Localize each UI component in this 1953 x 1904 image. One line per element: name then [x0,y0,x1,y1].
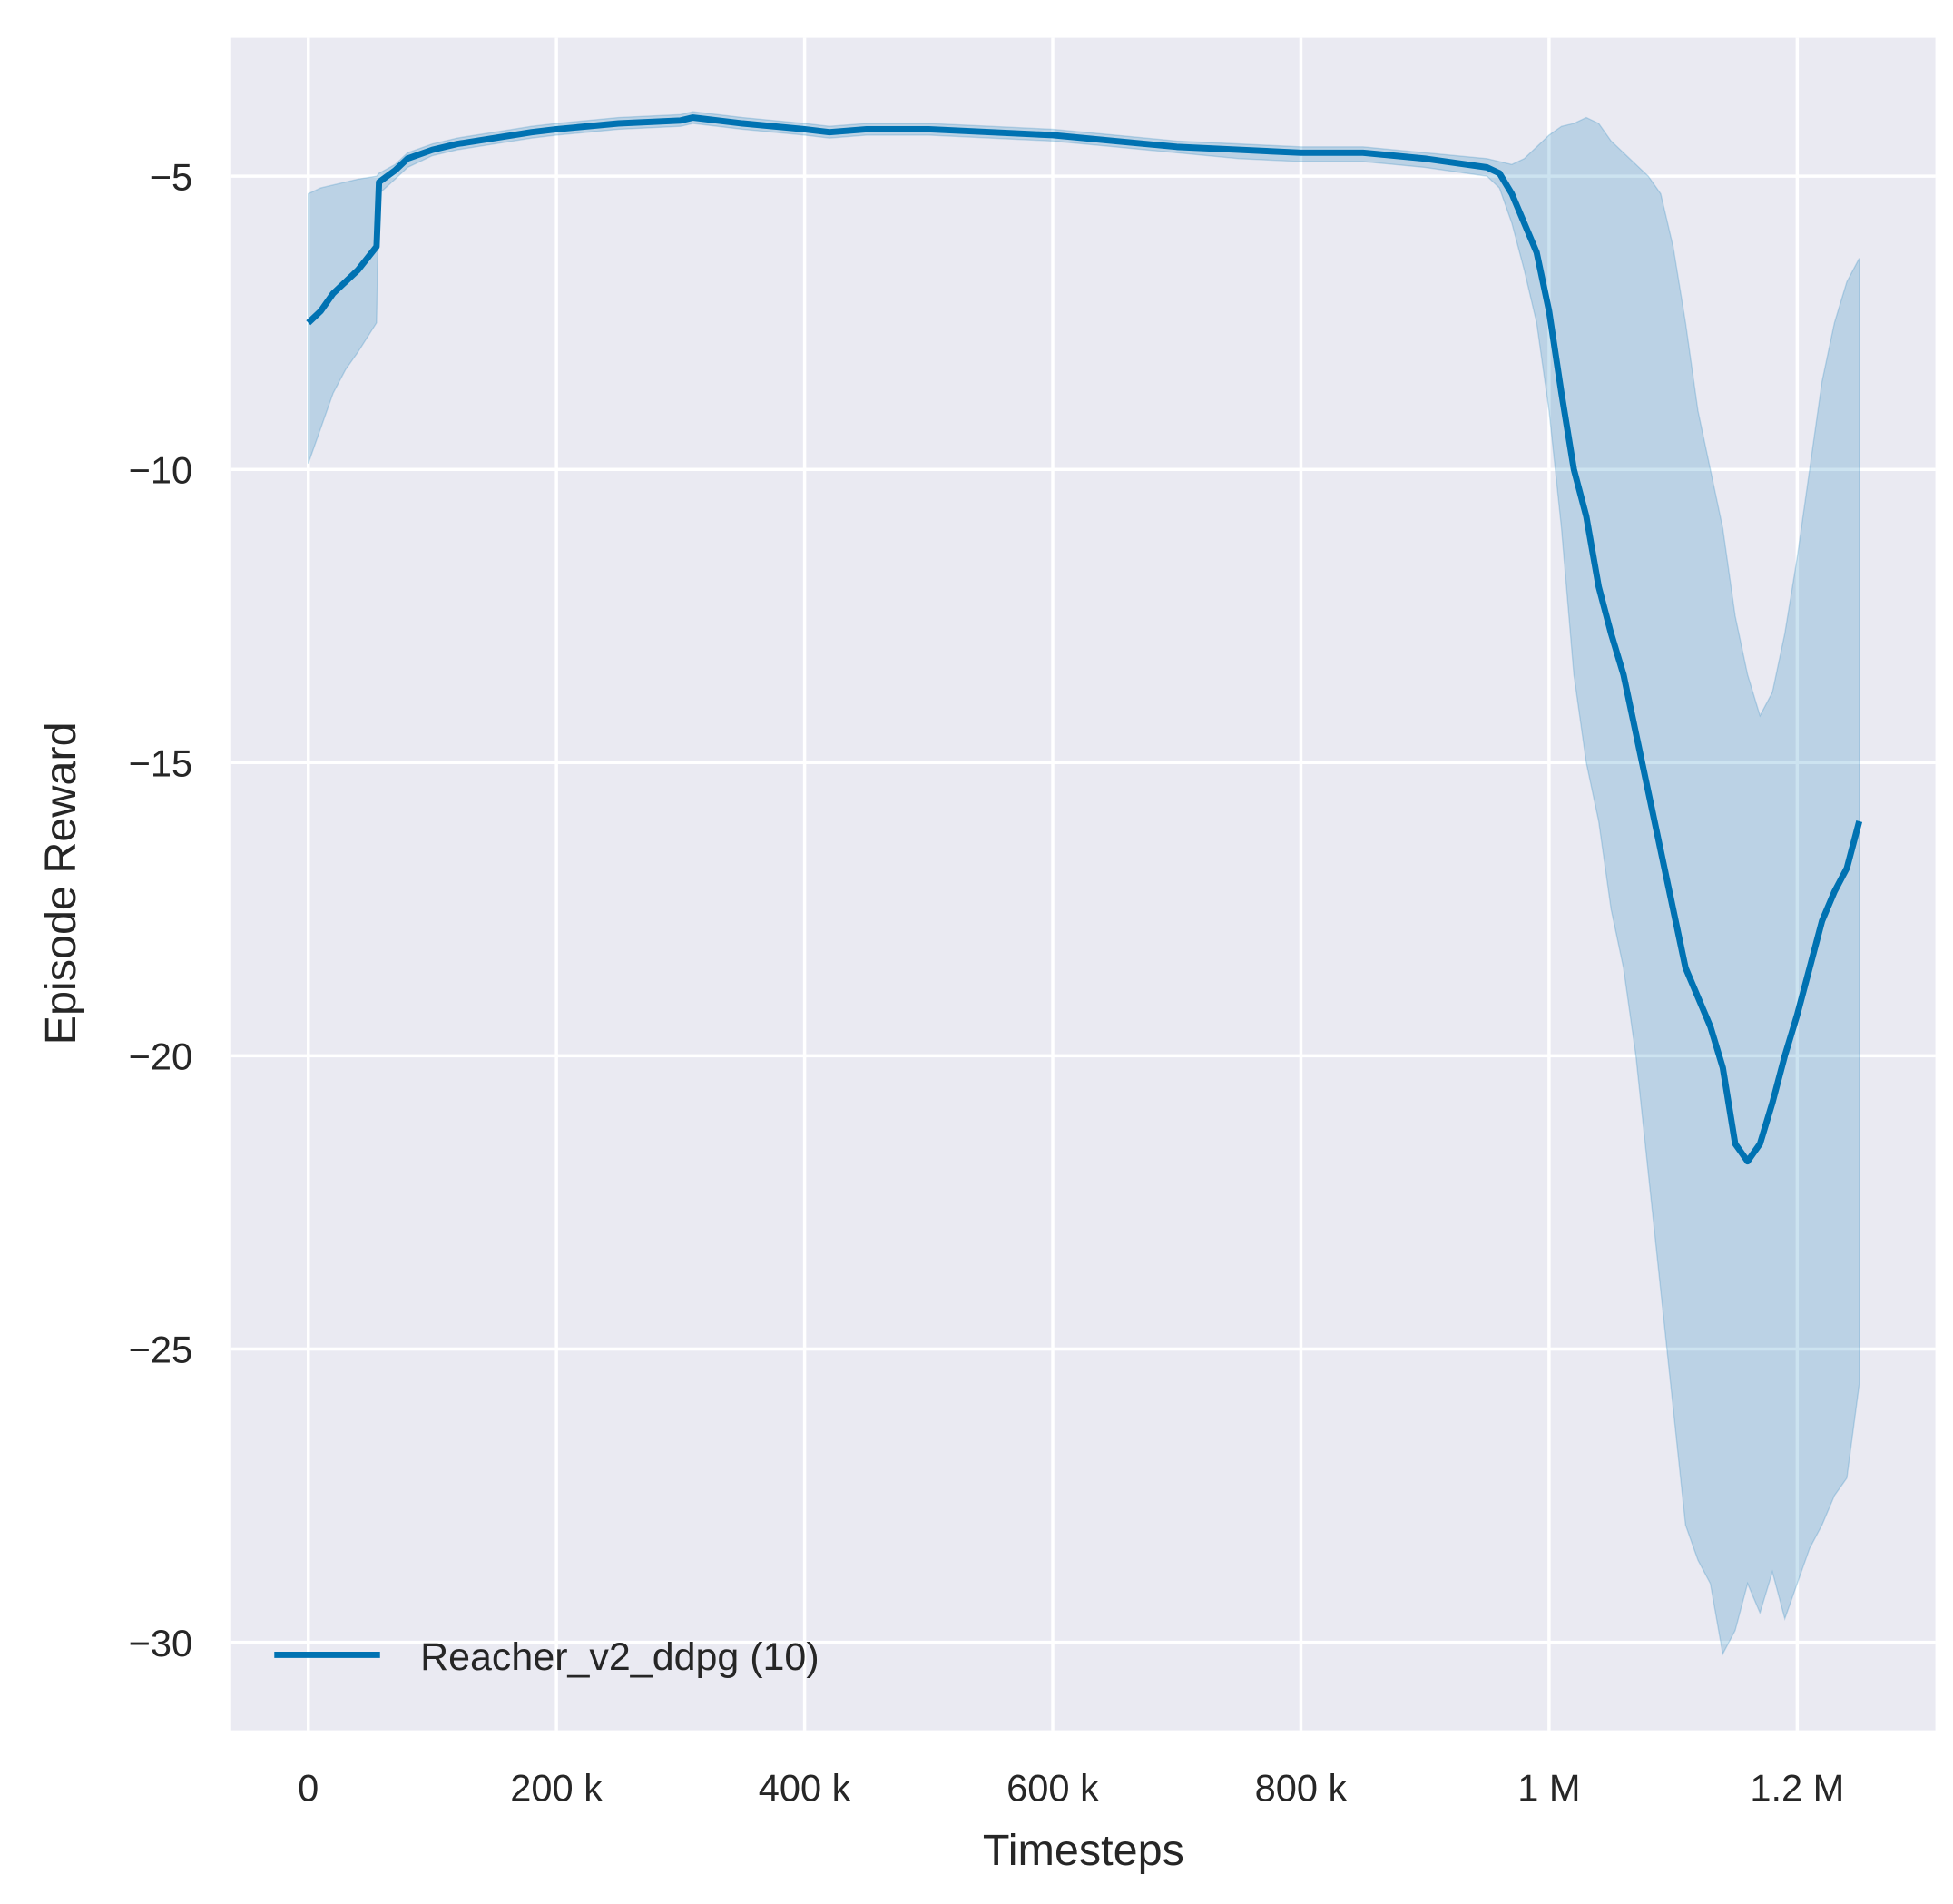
y-tick-label: −20 [129,1035,193,1078]
x-axis-label: Timesteps [983,1826,1184,1875]
plot-background [230,37,1936,1731]
x-tick-labels: 0 200 k 400 k 600 k 800 k 1 M 1.2 M [298,1766,1844,1809]
legend-label: Reacher_v2_ddpg (10) [420,1635,819,1679]
y-tick-label: −15 [129,742,193,785]
y-tick-label: −10 [129,448,193,491]
confidence-band-group [308,111,1860,1656]
y-tick-labels: −5 −10 −15 −20 −25 −30 [129,155,193,1664]
y-axis-label: Episode Reward [36,721,85,1045]
x-tick-label: 800 k [1255,1766,1348,1809]
grid [230,37,1936,1731]
x-tick-label: 600 k [1006,1766,1099,1809]
series-line [306,114,1863,1165]
series-line-group [306,114,1863,1165]
y-tick-label: −30 [129,1622,193,1664]
y-tick-label: −25 [129,1329,193,1371]
x-tick-label: 400 k [759,1766,851,1809]
x-tick-label: 1 M [1517,1766,1580,1809]
y-tick-label: −5 [150,155,192,198]
confidence-band [308,111,1860,1656]
legend: Reacher_v2_ddpg (10) [274,1635,819,1679]
x-tick-label: 1.2 M [1750,1766,1844,1809]
x-tick-label: 0 [298,1766,319,1809]
x-tick-label: 200 k [510,1766,603,1809]
